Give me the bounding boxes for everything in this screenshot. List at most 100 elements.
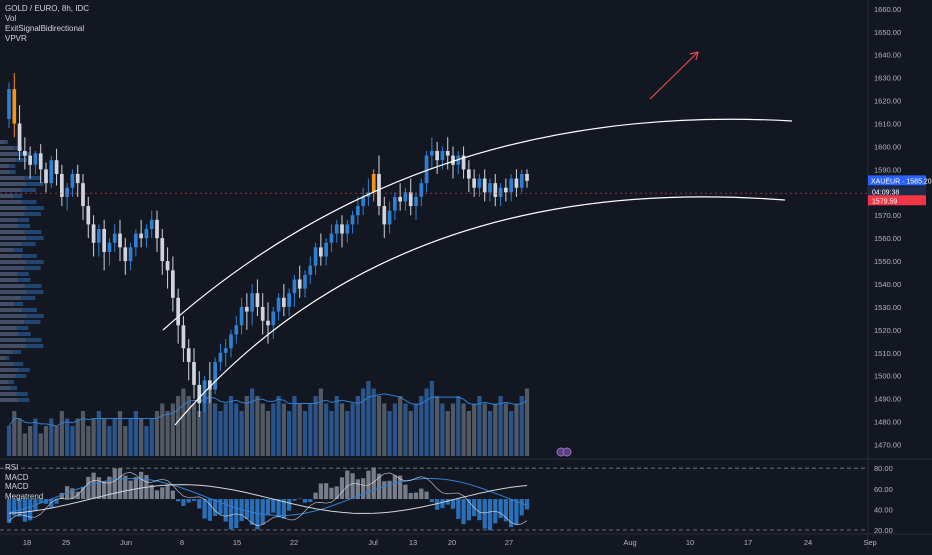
volume-profile-bar: [0, 176, 25, 180]
volume-bar: [65, 419, 69, 457]
volume-bar: [17, 419, 21, 457]
volume-profile-bar: [0, 266, 24, 270]
histogram-bar: [387, 481, 391, 499]
volume-bar: [335, 396, 339, 456]
volume-bar: [435, 396, 439, 456]
legend-volume[interactable]: Vol: [5, 14, 89, 24]
volume-bar: [187, 396, 191, 456]
price-tick-label: 1600.00: [874, 142, 901, 151]
legend-symbol[interactable]: GOLD / EURO, 8h, IDC: [5, 4, 89, 14]
volume-bar: [229, 396, 233, 456]
histogram-bar: [419, 489, 423, 499]
volume-bar: [446, 411, 450, 456]
candle-body: [187, 348, 191, 362]
volume-bar: [493, 404, 497, 457]
legend-rsi[interactable]: RSI: [5, 463, 43, 473]
volume-bar: [398, 396, 402, 456]
candle-body: [134, 234, 138, 248]
candle-body: [234, 325, 238, 334]
volume-profile-bar: [0, 302, 14, 306]
volume-bar: [282, 404, 286, 457]
volume-bar: [345, 411, 349, 456]
legend-exit-signal[interactable]: ExitSignalBidirectional: [5, 24, 89, 34]
volume-profile-bar: [0, 182, 26, 186]
time-tick-label: 20: [448, 538, 456, 547]
candle-body: [414, 197, 418, 206]
histogram-bar: [335, 486, 339, 499]
volume-bar: [165, 411, 169, 456]
legend-macd-1[interactable]: MACD: [5, 473, 43, 483]
histogram-bar: [361, 478, 365, 499]
candle-body: [372, 174, 376, 192]
volume-profile-bar: [17, 326, 28, 330]
price-tick-label: 1550.00: [874, 257, 901, 266]
volume-bar: [477, 396, 481, 456]
volume-profile-bar: [24, 320, 40, 324]
candle-body: [388, 211, 392, 225]
histogram-bar: [520, 499, 524, 515]
price-tick-label: 1470.00: [874, 441, 901, 450]
volume-bar: [461, 404, 465, 457]
volume-profile-bar: [0, 242, 21, 246]
volume-profile-bar: [0, 224, 18, 228]
volume-bar: [107, 426, 111, 456]
volume-profile-bar: [21, 296, 35, 300]
volume-profile-bar: [0, 212, 24, 216]
volume-bar: [483, 404, 487, 457]
legend-macd-2[interactable]: MACD: [5, 482, 43, 492]
volume-profile-bar: [0, 320, 24, 324]
volume-bar: [514, 404, 518, 457]
oscillator-tick-label: 40.00: [874, 505, 893, 514]
histogram-bar: [139, 472, 143, 499]
histogram-bar: [118, 468, 122, 499]
volume-profile-bar: [25, 230, 42, 234]
volume-bar: [303, 411, 307, 456]
candle-body: [361, 197, 365, 206]
volume-bar: [271, 404, 275, 457]
candle-body: [240, 307, 244, 325]
candle-body: [192, 362, 196, 385]
volume-profile-bar: [0, 254, 22, 258]
candle-body: [419, 183, 423, 197]
volume-profile-bar: [0, 362, 14, 366]
candle-body: [160, 238, 164, 261]
time-tick-label: 15: [233, 538, 241, 547]
histogram-bar: [477, 499, 481, 520]
price-tick-label: 1530.00: [874, 303, 901, 312]
candle-body: [488, 183, 492, 192]
time-tick-label: 22: [290, 538, 298, 547]
candle-body: [293, 279, 297, 293]
histogram-bar: [409, 493, 413, 499]
candle-body: [34, 153, 38, 164]
candle-body: [393, 197, 397, 211]
volume-bar: [192, 404, 196, 457]
volume-profile-bar: [9, 164, 15, 168]
candle-body: [213, 362, 217, 390]
volume-profile-bar: [26, 344, 43, 348]
price-tick-label: 1560.00: [874, 234, 901, 243]
histogram-bar: [488, 499, 492, 530]
histogram-bar: [350, 473, 354, 499]
histogram-bar: [313, 493, 317, 499]
volume-profile-bar: [21, 242, 35, 246]
volume-profile-bar: [0, 338, 25, 342]
time-tick-label: 13: [409, 538, 417, 547]
volume-profile-bar: [0, 194, 13, 198]
histogram-bar: [403, 485, 407, 499]
candle-body: [335, 224, 339, 233]
volume-bar: [39, 434, 43, 457]
histogram-bar: [23, 499, 27, 522]
volume-profile-bar: [26, 206, 43, 210]
histogram-bar: [208, 499, 212, 521]
price-tick-label: 1660.00: [874, 5, 901, 14]
candle-body: [282, 298, 286, 307]
volume-bar: [245, 396, 249, 456]
volume-profile-bar: [26, 314, 44, 318]
volume-bar: [60, 411, 64, 456]
candle-body: [483, 179, 487, 193]
legend-megatrend[interactable]: Megatrend: [5, 492, 43, 502]
legend-vpvr[interactable]: VPVR: [5, 34, 89, 44]
volume-bar: [276, 396, 280, 456]
volume-bar: [134, 411, 138, 456]
